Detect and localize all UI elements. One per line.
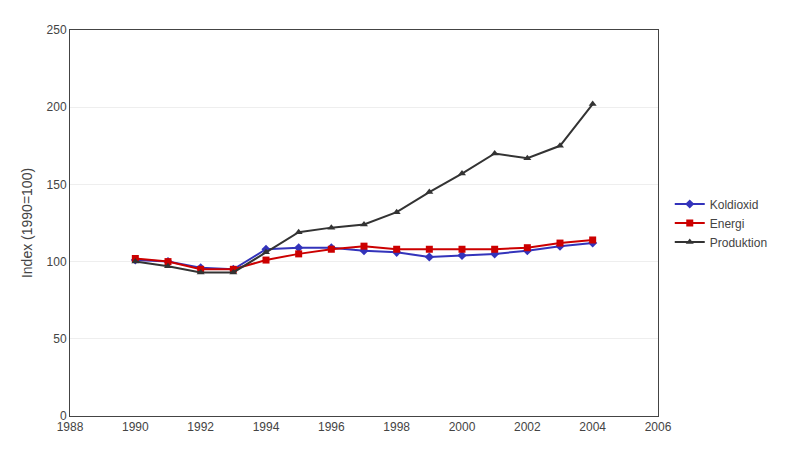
svg-text:2002: 2002 [514, 420, 541, 434]
svg-text:Energi: Energi [710, 217, 745, 231]
svg-text:1992: 1992 [187, 420, 214, 434]
svg-text:Koldioxid: Koldioxid [710, 198, 759, 212]
svg-text:50: 50 [53, 332, 67, 346]
svg-text:2000: 2000 [449, 420, 476, 434]
svg-text:2004: 2004 [579, 420, 606, 434]
svg-text:1996: 1996 [318, 420, 345, 434]
svg-text:0: 0 [60, 409, 67, 423]
svg-text:Index (1990=100): Index (1990=100) [19, 168, 35, 278]
svg-text:1988: 1988 [57, 420, 84, 434]
svg-text:250: 250 [47, 23, 67, 37]
svg-text:200: 200 [47, 100, 67, 114]
svg-text:Produktion: Produktion [710, 236, 767, 250]
svg-text:1998: 1998 [383, 420, 410, 434]
svg-text:150: 150 [47, 178, 67, 192]
svg-text:1994: 1994 [253, 420, 280, 434]
svg-text:1990: 1990 [122, 420, 149, 434]
svg-text:100: 100 [47, 255, 67, 269]
svg-text:2006: 2006 [645, 420, 672, 434]
